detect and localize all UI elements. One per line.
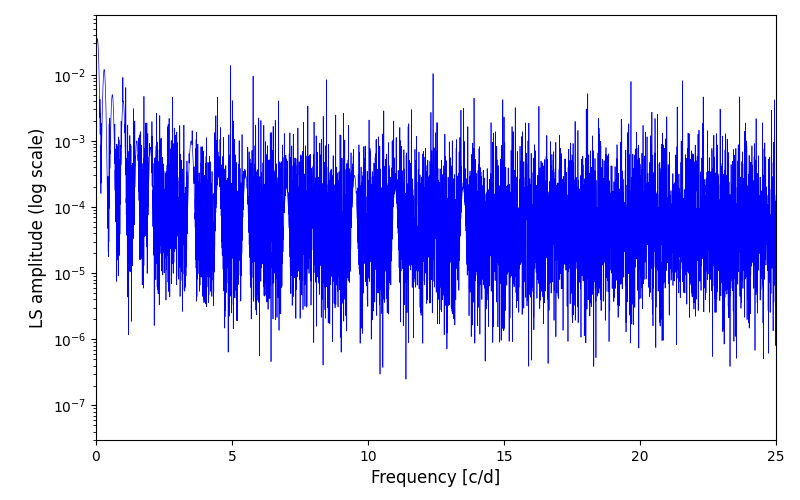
X-axis label: Frequency [c/d]: Frequency [c/d]: [371, 470, 501, 488]
Y-axis label: LS amplitude (log scale): LS amplitude (log scale): [30, 128, 47, 328]
